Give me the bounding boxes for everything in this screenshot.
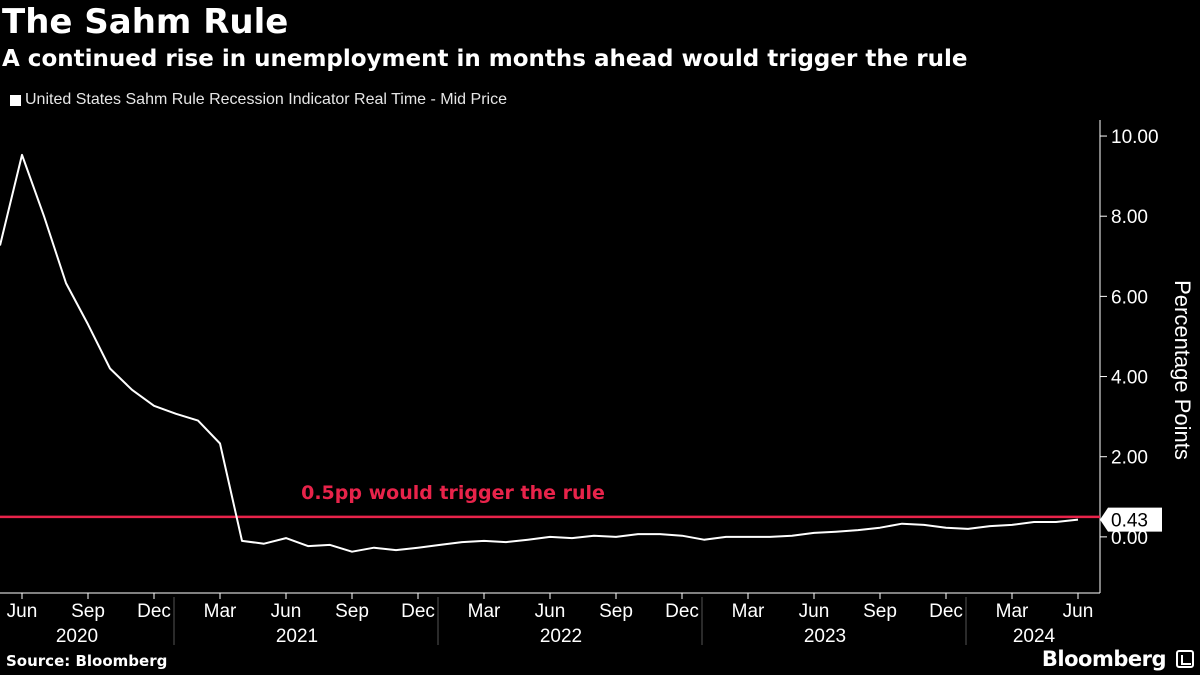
y-tick-label: 6.00 xyxy=(1111,287,1148,308)
y-axis-label: Percentage Points xyxy=(1170,280,1195,460)
x-tick-label: Jun xyxy=(1063,601,1094,622)
x-tick-label: Sep xyxy=(863,601,897,622)
x-year-label: 2024 xyxy=(1013,626,1056,647)
chart-subtitle: A continued rise in unemployment in mont… xyxy=(2,46,968,72)
y-tick-label: 4.00 xyxy=(1111,368,1148,389)
source-note: Source: Bloomberg xyxy=(6,652,168,670)
x-tick-label: Dec xyxy=(137,601,171,622)
last-value-badge xyxy=(1100,507,1162,532)
y-tick-label: 10.00 xyxy=(1111,127,1159,148)
x-tick-label: Sep xyxy=(71,601,105,622)
x-tick-label: Sep xyxy=(599,601,633,622)
x-year-label: 2023 xyxy=(804,626,846,647)
last-value-label: 0.43 xyxy=(1111,511,1148,532)
x-tick-label: Jun xyxy=(535,601,566,622)
x-tick-label: Jun xyxy=(7,601,38,622)
legend-label: United States Sahm Rule Recession Indica… xyxy=(25,91,507,108)
x-year-label: 2020 xyxy=(56,626,98,647)
x-tick-label: Mar xyxy=(996,601,1029,622)
y-tick-label: 0.00 xyxy=(1111,528,1148,549)
x-tick-label: Dec xyxy=(929,601,963,622)
brand-logo: Bloomberg xyxy=(1041,647,1167,671)
x-tick-label: Dec xyxy=(665,601,699,622)
chart-title: The Sahm Rule xyxy=(2,2,289,42)
x-tick-label: Jun xyxy=(799,601,830,622)
x-tick-label: Dec xyxy=(401,601,435,622)
x-tick-label: Jun xyxy=(271,601,302,622)
y-tick-label: 8.00 xyxy=(1111,207,1148,228)
series-line xyxy=(0,153,1079,553)
x-year-label: 2022 xyxy=(540,626,582,647)
legend: United States Sahm Rule Recession Indica… xyxy=(10,90,507,110)
threshold-label: 0.5pp would trigger the rule xyxy=(301,482,605,504)
x-tick-label: Sep xyxy=(335,601,369,622)
brand-terminal-icon xyxy=(1176,650,1194,668)
legend-swatch xyxy=(10,94,21,106)
x-tick-label: Mar xyxy=(732,601,765,622)
y-tick-label: 2.00 xyxy=(1111,448,1148,469)
x-year-label: 2021 xyxy=(276,626,318,647)
x-tick-label: Mar xyxy=(468,601,501,622)
x-tick-label: Mar xyxy=(204,601,237,622)
